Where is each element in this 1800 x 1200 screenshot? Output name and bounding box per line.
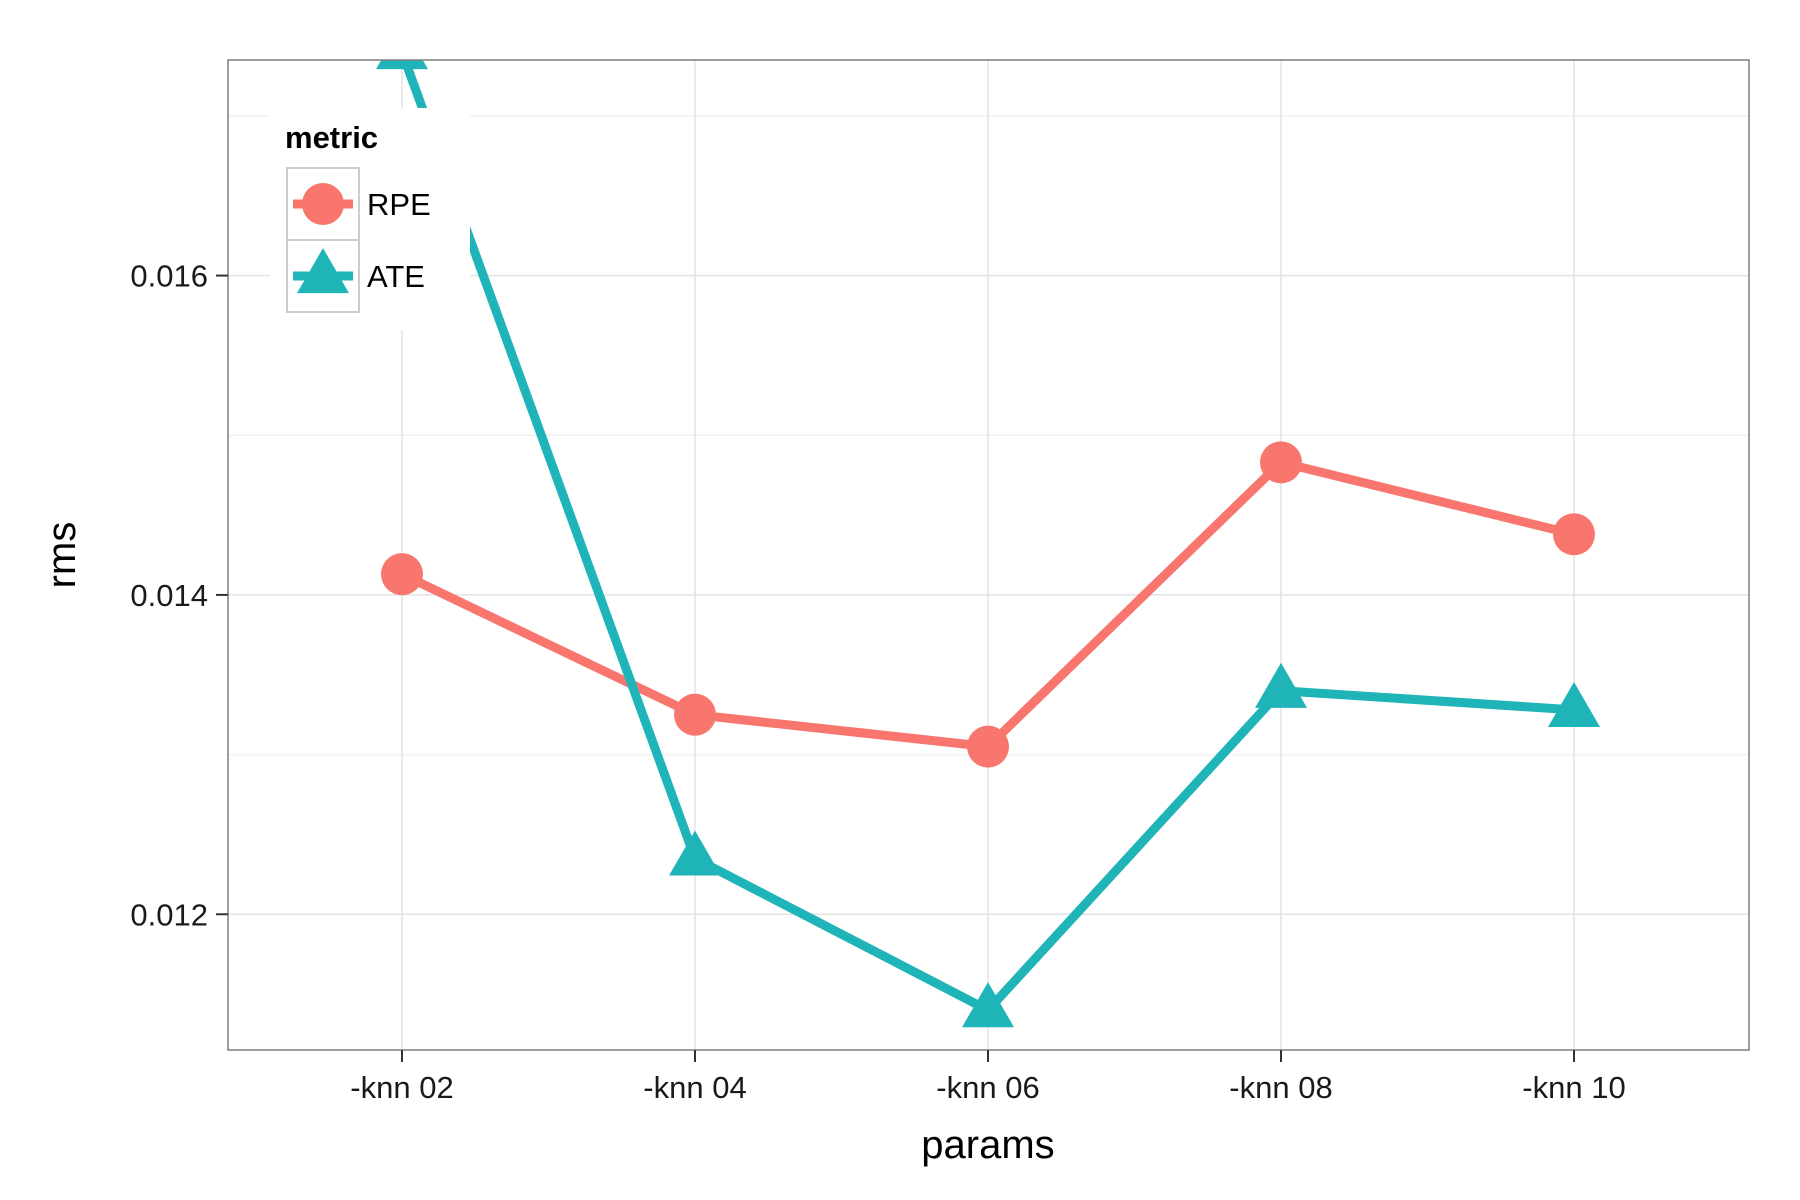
legend-title: metric [285, 120, 378, 155]
ate-point [962, 982, 1014, 1028]
ate-point [1255, 662, 1307, 708]
rpe-point [674, 693, 716, 736]
ate-point [669, 830, 721, 876]
y-tick-label: 0.012 [130, 897, 208, 932]
legend-key-marker-rpe [302, 183, 344, 225]
axes: 0.012 0.014 0.016 -knn 02 -knn 04 -knn 06 -knn… [130, 259, 1625, 1105]
y-tick-label: 0.014 [130, 578, 208, 613]
x-axis-title: params [921, 1123, 1054, 1167]
legend-label-rpe: RPE [367, 187, 431, 222]
plot-area [376, 60, 1600, 1028]
x-tick-label: -knn 04 [643, 1070, 746, 1105]
ate-point [1548, 681, 1600, 727]
x-tick-label: -knn 02 [350, 1070, 453, 1105]
y-tick-label: 0.016 [130, 259, 208, 294]
legend-label-ate: ATE [367, 259, 425, 294]
y-axis-title: rms [40, 522, 84, 589]
legend: metric RPE ATE [270, 108, 470, 330]
rpe-point [381, 553, 423, 596]
rpe-point [967, 725, 1009, 768]
x-tick-label: -knn 08 [1229, 1070, 1332, 1105]
x-tick-label: -knn 06 [936, 1070, 1039, 1105]
rpe-point [1553, 513, 1595, 556]
ate-point [376, 60, 428, 70]
legend-key-marker-ate [297, 248, 349, 294]
x-tick-label: -knn 10 [1522, 1070, 1625, 1105]
rpe-point [1260, 441, 1302, 484]
